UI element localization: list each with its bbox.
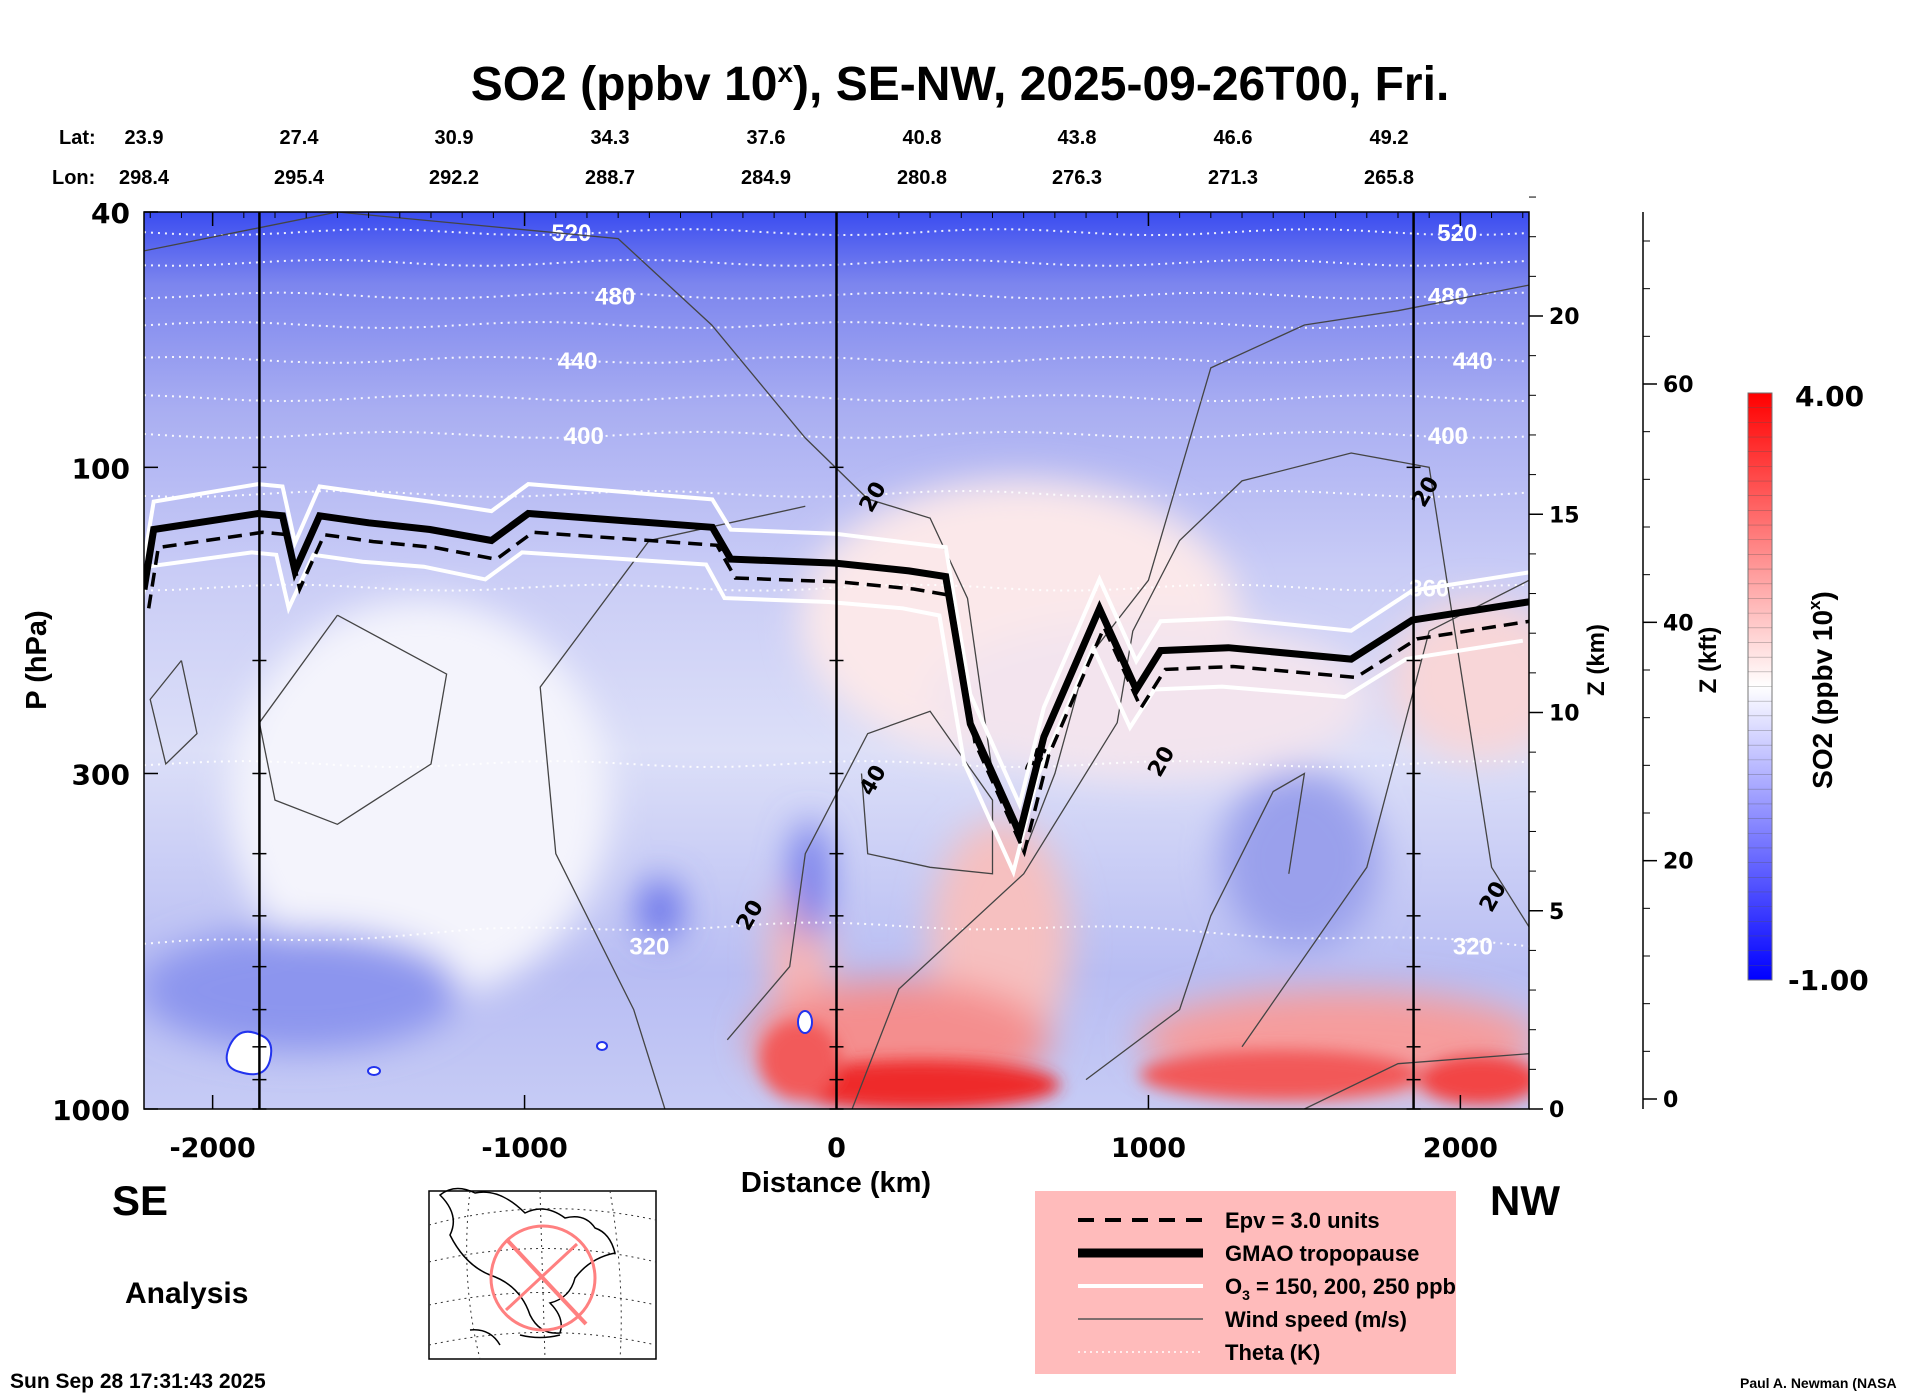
wind-speed-contour <box>1085 772 1306 1081</box>
lat-value: 30.9 <box>435 127 474 149</box>
colorbar-title: SO2 (ppbv 10x) <box>1805 591 1838 789</box>
theta-label: 400 <box>564 423 604 450</box>
lon-label: Lon: <box>52 167 95 189</box>
theta-label: 480 <box>595 284 635 311</box>
chart-title: SO2 (ppbv 10x), SE-NW, 2025-09-26T00, Fr… <box>471 57 1450 111</box>
lat-value: 34.3 <box>591 127 630 149</box>
nw-direction-label: NW <box>1490 1177 1560 1224</box>
colorbar-max-label: 4.00 <box>1795 380 1864 413</box>
z-kft-tick-label: 40 <box>1663 611 1694 636</box>
lat-value: 40.8 <box>903 127 942 149</box>
legend-label: Epv = 3.0 units <box>1225 1208 1380 1233</box>
x-tick-label: 1000 <box>1111 1133 1186 1164</box>
lat-value: 46.6 <box>1214 127 1253 149</box>
legend-label: GMAO tropopause <box>1225 1241 1419 1266</box>
z-km-tick-label: 0 <box>1549 1098 1564 1123</box>
legend-label: Theta (K) <box>1225 1340 1320 1365</box>
lat-value: 43.8 <box>1058 127 1097 149</box>
x-tick-label: -1000 <box>481 1133 567 1164</box>
theta-label: 440 <box>558 348 598 375</box>
wind-speed-contour <box>539 505 806 1109</box>
lat-lon-labels: Lat: Lon: 23.9 27.4 30.9 34.3 37.6 40.8 43.8 46.6… <box>52 127 1414 189</box>
lat-value: 27.4 <box>280 127 320 149</box>
theta-label: 320 <box>1453 933 1493 960</box>
theta-label: 440 <box>1453 348 1493 375</box>
lat-value: 23.9 <box>125 127 164 149</box>
lon-value: 292.2 <box>429 167 479 189</box>
y-axis-label: P (hPa) <box>21 610 53 709</box>
lat-label: Lat: <box>59 127 96 149</box>
y-tick-label: 100 <box>72 452 130 485</box>
colorbar-min-label: -1.00 <box>1788 964 1869 997</box>
wind-speed-contour <box>1304 1053 1529 1109</box>
x-axis-label: Distance (km) <box>741 1167 931 1199</box>
x-tick-label: 0 <box>827 1133 846 1164</box>
theta-label: 320 <box>629 933 669 960</box>
z-km-tick-label: 10 <box>1549 702 1580 727</box>
legend: Epv = 3.0 units GMAO tropopause O3 = 150, … <box>1035 1191 1456 1374</box>
z-km-axis-label: Z (km) <box>1583 624 1610 696</box>
analysis-label: Analysis <box>125 1277 248 1310</box>
credit: Paul A. Newman (NASA <box>1740 1375 1897 1391</box>
z-kft-tick-label: 60 <box>1663 373 1694 398</box>
lon-value: 265.8 <box>1364 167 1414 189</box>
z-km-tick-label: 5 <box>1549 900 1564 925</box>
ozone-contour-line <box>144 550 1524 878</box>
legend-label: Wind speed (m/s) <box>1225 1307 1407 1332</box>
x-tick-label: -2000 <box>169 1133 255 1164</box>
axes: -2000 -1000 0 1000 2000 40 100 300 1000 0 5 10 15 20 0… <box>52 196 1694 1164</box>
wind-speed-contour <box>149 660 198 766</box>
theta-label: 480 <box>1428 284 1468 311</box>
lon-value: 298.4 <box>119 167 170 189</box>
z-km-tick-label: 15 <box>1549 503 1580 528</box>
location-map-inset <box>428 1187 657 1360</box>
section-region-circle <box>489 1224 597 1332</box>
lon-value: 284.9 <box>741 167 791 189</box>
x-tick-label: 2000 <box>1423 1133 1498 1164</box>
lat-value: 49.2 <box>1370 127 1409 149</box>
lon-value: 280.8 <box>897 167 947 189</box>
wind-speed-contour <box>851 452 1529 1109</box>
se-direction-label: SE <box>112 1177 168 1224</box>
timestamp: Sun Sep 28 17:31:43 2025 <box>10 1370 266 1393</box>
y-tick-label: 40 <box>91 197 130 230</box>
wind-speed-contour <box>1241 579 1529 1048</box>
lon-value: 295.4 <box>274 167 325 189</box>
lon-value: 271.3 <box>1208 167 1258 189</box>
lon-value: 288.7 <box>585 167 635 189</box>
lat-value: 37.6 <box>747 127 786 149</box>
z-kft-tick-label: 20 <box>1663 850 1694 875</box>
epv-contour-line <box>146 530 1529 858</box>
z-kft-tick-label: 0 <box>1663 1088 1678 1113</box>
lon-value: 276.3 <box>1052 167 1102 189</box>
y-tick-label: 300 <box>72 758 130 791</box>
legend-label: O3 = 150, 200, 250 ppb <box>1225 1274 1456 1303</box>
z-kft-axis-label: Z (kft) <box>1695 627 1722 694</box>
y-tick-label: 1000 <box>52 1094 130 1127</box>
theta-label: 400 <box>1428 423 1468 450</box>
theta-label: 520 <box>1437 220 1477 247</box>
z-km-tick-label: 20 <box>1549 305 1580 330</box>
